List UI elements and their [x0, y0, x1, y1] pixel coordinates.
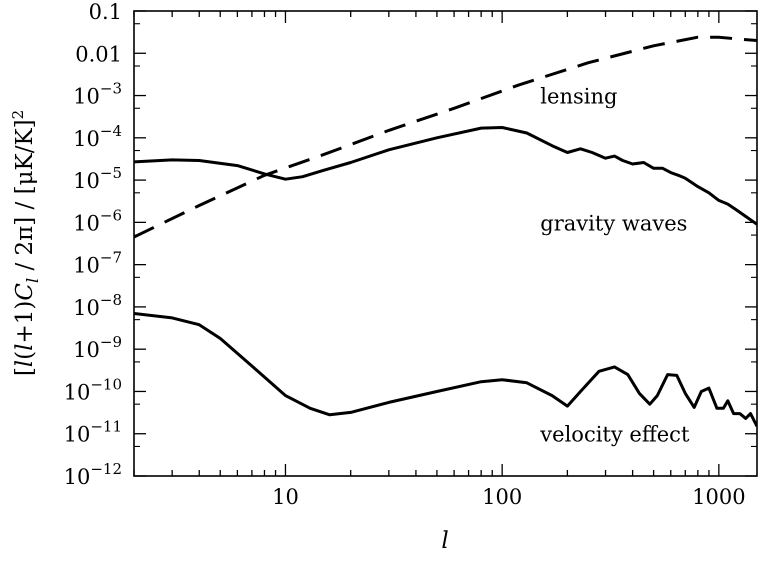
- y-tick-mantissa: 10: [73, 338, 100, 362]
- y-tick-exponent: −7: [100, 249, 122, 267]
- y-tick-label: 0.1: [89, 0, 122, 24]
- y-tick-mantissa: 10: [73, 127, 100, 151]
- annotation-lensing: lensing: [540, 85, 617, 109]
- y-tick-label: 10−7: [73, 249, 122, 278]
- y-tick-exponent: −3: [100, 80, 122, 98]
- y-tick-exponent: −11: [90, 418, 122, 436]
- y-tick-mantissa: 10: [73, 169, 100, 193]
- annotations: lensing gravity waves velocity effect: [539, 85, 690, 447]
- x-tick-label: 100: [482, 485, 522, 509]
- x-axis-title: l: [441, 528, 448, 554]
- y-tick-mantissa: 10: [64, 423, 91, 447]
- y-tick-label: 10−12: [64, 460, 122, 489]
- y-tick-label: 10−4: [73, 122, 122, 151]
- y-tick-exponent: −9: [100, 333, 122, 351]
- y-tick-label: 10−11: [64, 418, 122, 447]
- series-line-velocity: [134, 312, 757, 427]
- y-tick-exponent: −6: [100, 206, 122, 224]
- y-tick-label: 10−9: [73, 333, 122, 362]
- y-tick-label: 10−3: [73, 80, 122, 109]
- y-tick-exponent: −12: [90, 460, 122, 478]
- x-tick-label: 10: [272, 485, 299, 509]
- y-tick-label: 10−5: [73, 164, 122, 193]
- y-tick-mantissa: 10: [73, 254, 100, 278]
- plot-frame: [133, 10, 758, 477]
- y-ticks: 0.10.0110−310−410−510−610−710−810−910−10…: [64, 0, 757, 489]
- y-tick-exponent: −4: [100, 122, 122, 140]
- y-tick-mantissa: 10: [64, 465, 91, 489]
- annotation-gravity: gravity waves: [540, 211, 687, 235]
- y-tick-mantissa: 10: [64, 380, 91, 404]
- y-tick-label: 0.01: [75, 42, 122, 66]
- y-tick-label: 10−10: [64, 375, 122, 404]
- y-tick-mantissa: 0.01: [75, 42, 122, 66]
- x-tick-label: 1000: [692, 485, 745, 509]
- annotation-velocity: velocity effect: [539, 423, 690, 447]
- y-axis-title: [l(l+1)Cl / 2π] / [μK/K]2: [9, 110, 42, 376]
- y-tick-mantissa: 10: [73, 211, 100, 235]
- series-line-gravity: [134, 126, 757, 226]
- y-tick-label: 10−6: [73, 206, 122, 235]
- y-tick-label: 10−8: [73, 291, 122, 320]
- y-tick-exponent: −5: [100, 164, 122, 182]
- y-tick-mantissa: 10: [73, 296, 100, 320]
- y-tick-exponent: −10: [90, 375, 122, 393]
- y-tick-exponent: −8: [100, 291, 122, 309]
- y-tick-mantissa: 0.1: [89, 0, 122, 24]
- series-layer: [134, 35, 757, 427]
- x-ticks: 10 100 1000: [133, 11, 746, 509]
- y-tick-mantissa: 10: [73, 85, 100, 109]
